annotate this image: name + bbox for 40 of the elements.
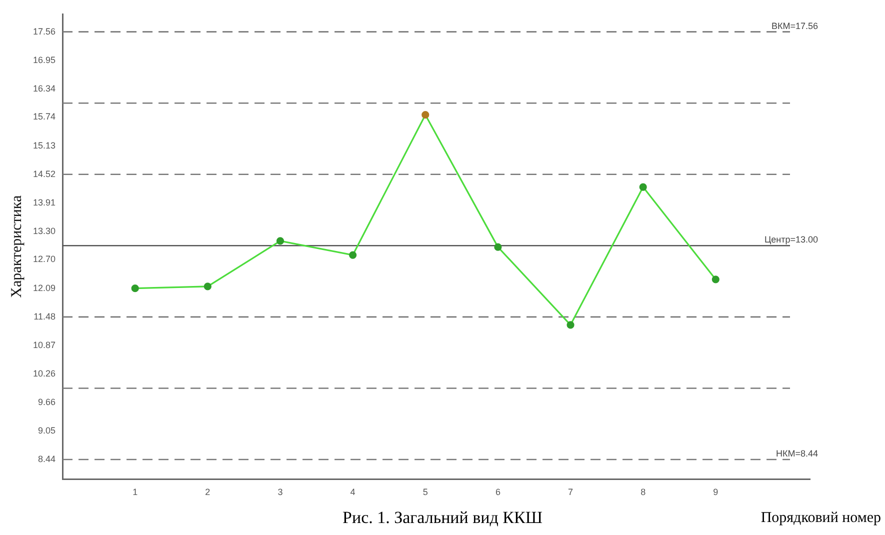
y-tick-label: 16.34 (32, 84, 56, 94)
y-tick-label: 10.26 (32, 368, 56, 379)
x-tick-label: 4 (350, 487, 356, 498)
point (204, 282, 212, 290)
x-axis-title: Порядковий номер (760, 510, 881, 527)
text: Рис. 1. Загальний вид ККШ (342, 508, 542, 527)
x-tick-label: 1 (132, 487, 138, 498)
point (422, 111, 430, 119)
point (566, 321, 574, 329)
y-tick-label: 16.95 (32, 54, 56, 65)
y-tick-label: 17.56 (32, 26, 56, 36)
x-tick-label: 3 (278, 487, 283, 498)
point (639, 183, 647, 191)
point (712, 276, 720, 284)
y-tick-label: 13.30 (32, 226, 56, 236)
ref-line-label: НКМ=8.44 (776, 448, 818, 458)
x-tick-label: 7 (568, 487, 574, 498)
ref-line-label: Центр=13.00 (764, 234, 818, 245)
x-tick-label: 2 (205, 487, 210, 498)
y-tick-label: 13.91 (32, 197, 56, 208)
y-tick-label: 14.52 (32, 168, 56, 179)
x-tick-label: 8 (640, 487, 646, 498)
y-tick-label: 12.09 (32, 282, 56, 293)
point (276, 237, 284, 245)
point (349, 251, 357, 259)
y-tick-label: 11.48 (34, 311, 56, 322)
y-axis-title: Характеристика (8, 195, 25, 298)
ref-line-label: ВКМ=17.56 (771, 20, 818, 31)
x-tick-label: 6 (495, 487, 500, 498)
y-tick-label: 10.87 (32, 340, 56, 350)
y-tick-label: 15.13 (32, 140, 56, 150)
y-tick-label: 9.66 (38, 396, 56, 407)
y-tick-label: 15.74 (32, 112, 56, 122)
y-tick-label: 8.44 (38, 454, 56, 464)
x-tick-label: 5 (422, 487, 428, 498)
point (131, 284, 139, 292)
y-tick-label: 12.70 (32, 254, 56, 264)
point (494, 243, 502, 251)
y-tick-label: 9.05 (38, 425, 56, 436)
x-tick-label: 9 (713, 487, 718, 498)
